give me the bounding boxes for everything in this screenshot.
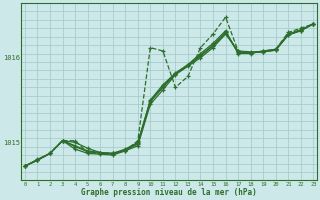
X-axis label: Graphe pression niveau de la mer (hPa): Graphe pression niveau de la mer (hPa) xyxy=(81,188,257,197)
